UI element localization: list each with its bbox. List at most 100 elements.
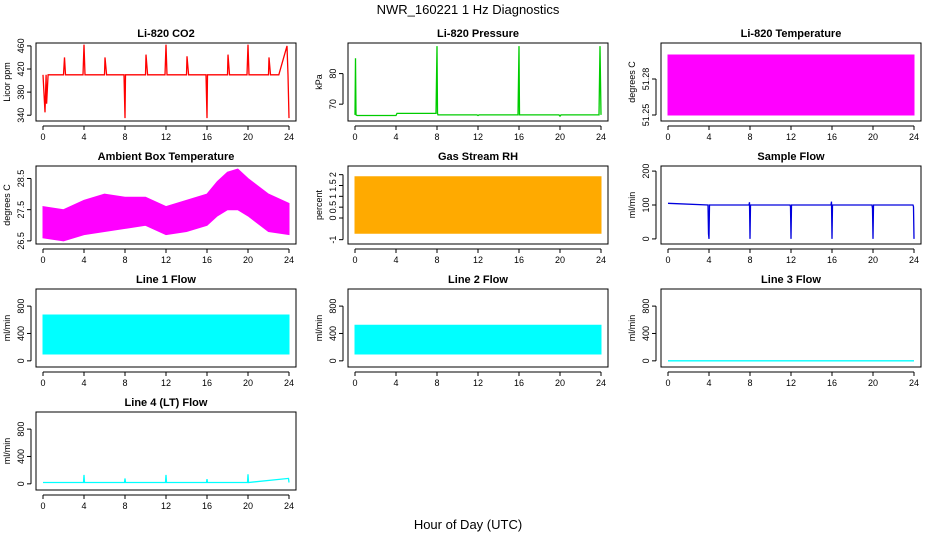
x-tick-label-line-1-flow: 12 (161, 378, 171, 388)
y-tick-label-gas-stream-rh: -1 (328, 236, 338, 244)
panel-title-line-4-lt-flow: Line 4 (LT) Flow (125, 397, 208, 409)
x-tick-label-sample-flow: 8 (747, 255, 752, 265)
x-tick-label-line-1-flow: 24 (284, 378, 294, 388)
y-tick-label-line-2-flow: 800 (328, 299, 338, 314)
data-band-line-2-flow (354, 324, 602, 355)
x-tick-label-li-820-co2: 16 (202, 132, 212, 142)
x-axis-caption: Hour of Day (UTC) (413, 517, 523, 532)
x-tick-label-li-820-pressure: 20 (555, 132, 565, 142)
x-tick-label-line-1-flow: 20 (243, 378, 253, 388)
x-tick-label-line-4-lt-flow: 20 (243, 501, 253, 511)
y-axis-label-line-1-flow: ml/min (2, 315, 12, 342)
data-band-line-1-flow (42, 314, 290, 355)
x-tick-label-gas-stream-rh: 0 (352, 255, 357, 265)
y-axis-label-sample-flow: ml/min (627, 192, 637, 219)
panel-title-ambient-box-temperature: Ambient Box Temperature (98, 151, 235, 163)
data-line-li-820-pressure (354, 46, 602, 118)
plot-frame-line-2-flow (347, 288, 609, 368)
x-tick-label-sample-flow: 16 (827, 255, 837, 265)
x-tick-label-line-4-lt-flow: 8 (122, 501, 127, 511)
x-tick-label-li-820-pressure: 8 (434, 132, 439, 142)
plot-frame-gas-stream-rh (347, 165, 609, 245)
y-tick-label-li-820-co2: 460 (16, 38, 26, 53)
plot-frame-li-820-pressure (347, 42, 609, 122)
x-tick-label-li-820-co2: 0 (40, 132, 45, 142)
x-tick-label-sample-flow: 24 (909, 255, 919, 265)
x-tick-label-line-3-flow: 12 (786, 378, 796, 388)
x-axis-line-1-flow: 0 4 8 12 16 20 24 (40, 371, 294, 388)
y-tick-label-li-820-co2: 380 (16, 85, 26, 100)
x-tick-label-gas-stream-rh: 8 (434, 255, 439, 265)
x-tick-label-li-820-co2: 8 (122, 132, 127, 142)
x-tick-label-gas-stream-rh: 4 (393, 255, 398, 265)
panel-title-gas-stream-rh: Gas Stream RH (438, 151, 518, 163)
y-axis-label-li-820-temperature: degrees C (627, 61, 637, 103)
panel-line-2-flow: Line 2 Flow 0 4 8 12 16 20 24 0 400 800 ml/min (314, 274, 609, 388)
plot-frame-li-820-co2 (35, 42, 297, 122)
x-tick-label-line-1-flow: 0 (40, 378, 45, 388)
panel-title-line-1-flow: Line 1 Flow (136, 274, 196, 286)
y-axis-label-line-2-flow: ml/min (314, 315, 324, 342)
x-axis-gas-stream-rh: 0 4 8 12 16 20 24 (352, 248, 606, 265)
x-tick-label-sample-flow: 20 (868, 255, 878, 265)
data-band-gas-stream-rh (354, 176, 602, 234)
y-tick-label-li-820-co2: 420 (16, 61, 26, 76)
x-tick-label-ambient-box-temperature: 0 (40, 255, 45, 265)
y-axis-li-820-pressure: 70 80 kPa (314, 69, 344, 109)
data-line-sample-flow (667, 201, 915, 239)
y-tick-label-line-4-lt-flow: 400 (16, 449, 26, 464)
x-tick-label-line-2-flow: 12 (473, 378, 483, 388)
y-axis-li-820-co2: 340 380 420 460 Licor ppm (2, 38, 32, 123)
x-tick-label-line-3-flow: 4 (706, 378, 711, 388)
panel-line-1-flow: Line 1 Flow 0 4 8 12 16 20 24 0 400 800 ml/min (2, 274, 297, 388)
y-tick-label-line-1-flow: 0 (16, 358, 26, 363)
panel-title-sample-flow: Sample Flow (757, 151, 825, 163)
panel-title-line-3-flow: Line 3 Flow (761, 274, 821, 286)
x-tick-label-line-1-flow: 8 (122, 378, 127, 388)
x-tick-label-li-820-temperature: 0 (665, 132, 670, 142)
plot-frame-li-820-temperature (660, 42, 922, 122)
x-tick-label-line-3-flow: 8 (747, 378, 752, 388)
x-tick-label-ambient-box-temperature: 4 (81, 255, 86, 265)
y-tick-label-line-3-flow: 400 (641, 326, 651, 341)
x-tick-label-line-3-flow: 20 (868, 378, 878, 388)
x-axis-line-2-flow: 0 4 8 12 16 20 24 (352, 371, 606, 388)
x-tick-label-line-2-flow: 8 (434, 378, 439, 388)
plot-frame-line-4-lt-flow (35, 411, 297, 491)
y-tick-label-ambient-box-temperature: 26.5 (16, 232, 26, 250)
panel-li-820-co2: Li-820 CO2 0 4 8 12 16 20 24 340 380 420 460 Licor p… (2, 28, 297, 142)
panel-gas-stream-rh: Gas Stream RH0 4 8 12 16 20 24-100.511.52perce… (314, 151, 609, 265)
data-band-ambient-box-temperature (42, 168, 290, 242)
x-tick-label-line-3-flow: 24 (909, 378, 919, 388)
y-tick-label-line-3-flow: 0 (641, 358, 651, 363)
x-tick-label-ambient-box-temperature: 20 (243, 255, 253, 265)
x-tick-label-li-820-temperature: 24 (909, 132, 919, 142)
x-tick-label-ambient-box-temperature: 16 (202, 255, 212, 265)
y-tick-label-line-2-flow: 400 (328, 326, 338, 341)
plot-frame-line-1-flow (35, 288, 297, 368)
x-tick-label-line-4-lt-flow: 24 (284, 501, 294, 511)
y-tick-label-line-1-flow: 800 (16, 299, 26, 314)
x-axis-line-3-flow: 0 4 8 12 16 20 24 (665, 371, 919, 388)
y-tick-label-line-4-lt-flow: 800 (16, 422, 26, 437)
x-tick-label-li-820-co2: 20 (243, 132, 253, 142)
x-tick-label-gas-stream-rh: 20 (555, 255, 565, 265)
x-axis-li-820-co2: 0 4 8 12 16 20 24 (40, 125, 294, 142)
panel-ambient-box-temperature: Ambient Box Temperature 0 4 8 12 16 20 24 26.5 27… (2, 151, 297, 265)
y-axis-sample-flow: 0 100 200 ml/min (627, 164, 657, 241)
y-axis-line-3-flow: 0 400 800 ml/min (627, 299, 657, 363)
x-tick-label-ambient-box-temperature: 8 (122, 255, 127, 265)
y-axis-line-1-flow: 0 400 800 ml/min (2, 299, 32, 363)
data-band-li-820-temperature (667, 54, 915, 116)
x-tick-label-gas-stream-rh: 16 (514, 255, 524, 265)
y-axis-label-gas-stream-rh: percent (314, 189, 324, 220)
x-tick-label-ambient-box-temperature: 24 (284, 255, 294, 265)
x-tick-label-line-4-lt-flow: 12 (161, 501, 171, 511)
x-tick-label-sample-flow: 12 (786, 255, 796, 265)
y-axis-li-820-temperature: 51.25 51.28 degrees C (627, 61, 657, 126)
plot-frame-line-3-flow (660, 288, 922, 368)
panel-title-line-2-flow: Line 2 Flow (448, 274, 508, 286)
x-tick-label-li-820-pressure: 12 (473, 132, 483, 142)
y-tick-label-ambient-box-temperature: 27.5 (16, 201, 26, 219)
panel-li-820-temperature: Li-820 Temperature 0 4 8 12 16 20 24 51.25 51.28 d… (627, 28, 922, 142)
